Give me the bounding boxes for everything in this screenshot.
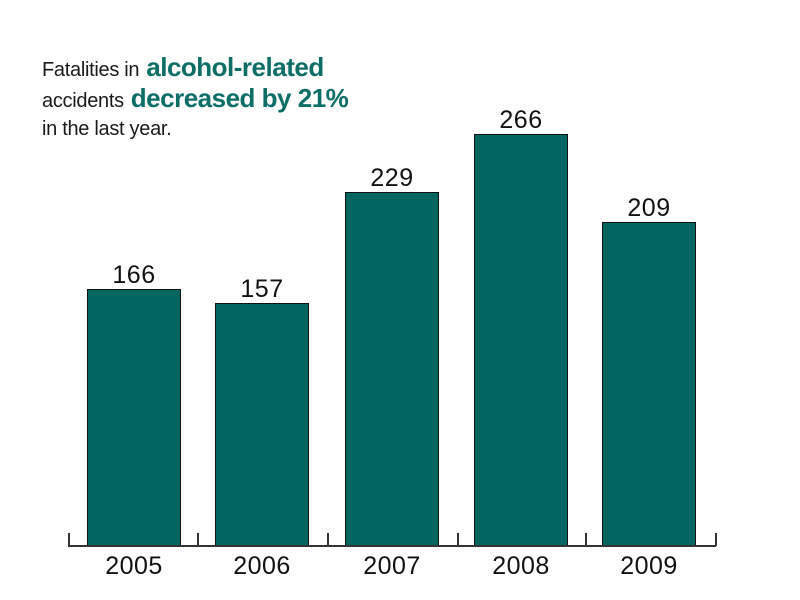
bar-value-label-2005: 166: [112, 261, 156, 289]
x-axis-tick-0: [68, 533, 70, 546]
x-axis-tick-5: [715, 533, 717, 546]
annotation-line-3: in the last year.: [42, 116, 462, 144]
x-axis-label-2008: 2008: [492, 552, 550, 580]
x-axis-tick-3: [457, 533, 459, 546]
bar-value-label-2008: 266: [499, 106, 543, 134]
annotation-line-2: accidents decreased by 21%: [42, 85, 462, 116]
annotation-normal-text: accidents: [42, 90, 124, 112]
annotation-line-1: Fatalities in alcohol-related: [42, 54, 462, 85]
bar-value-label-2009: 209: [627, 194, 671, 222]
x-axis-tick-1: [197, 533, 199, 546]
x-axis-line: [68, 545, 716, 547]
annotation-normal-text: in the last year.: [42, 118, 172, 140]
bar-2006: [215, 303, 309, 546]
bar-2008: [474, 134, 568, 546]
x-axis-label-2005: 2005: [105, 552, 163, 580]
annotation-normal-text: Fatalities in: [42, 59, 140, 81]
bar-value-label-2006: 157: [240, 275, 284, 303]
annotation-emphasis-text: alcohol-related: [146, 52, 324, 82]
x-axis-label-2007: 2007: [363, 552, 421, 580]
chart-title-annotation: Fatalities in alcohol-related accidents de…: [42, 54, 462, 144]
bar-2007: [345, 192, 439, 546]
bar-value-label-2007: 229: [370, 164, 414, 192]
x-axis-tick-2: [327, 533, 329, 546]
annotation-emphasis-text: decreased by 21%: [130, 83, 349, 113]
x-axis-label-2009: 2009: [620, 552, 678, 580]
x-axis-tick-4: [585, 533, 587, 546]
bar-2005: [87, 289, 181, 546]
bar-2009: [602, 222, 696, 546]
x-axis-label-2006: 2006: [233, 552, 291, 580]
